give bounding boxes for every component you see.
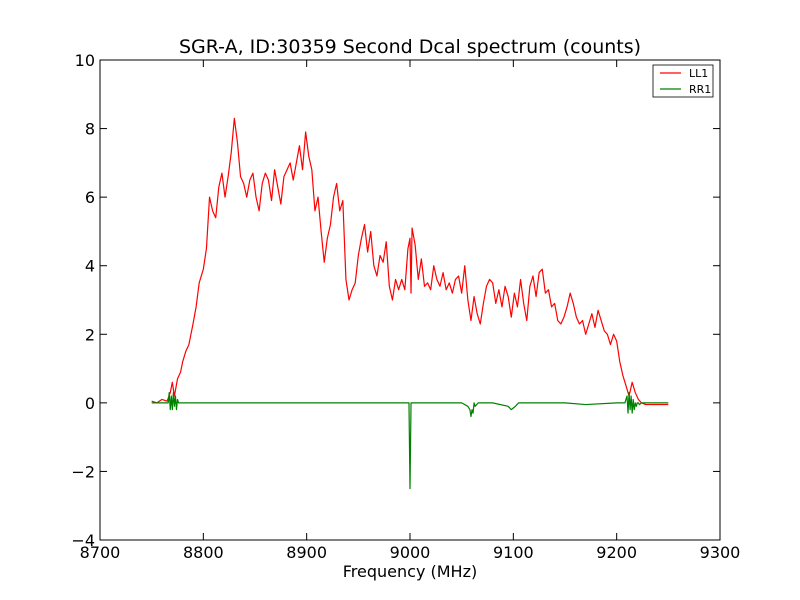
legend-label-ll1: LL1 [689,67,708,80]
y-tick-label: −4 [71,531,95,550]
x-tick-label: 9000 [390,543,431,562]
axis-ticks: 8700 8800 8900 9000 9100 9200 9300 −4 −2 0 2 4 6 8 10 [71,51,740,562]
x-tick-label: 9300 [700,543,741,562]
plot-area [151,117,669,490]
y-tick-label: 10 [75,51,95,70]
x-tick-label: 8800 [183,543,224,562]
legend-label-rr1: RR1 [689,83,711,96]
x-tick-label: 8700 [80,543,121,562]
legend-box [652,64,714,98]
y-tick-label: 8 [85,120,95,139]
legend: LL1 RR1 [652,64,714,98]
x-axis-label: Frequency (MHz) [343,562,477,581]
x-tick-label: 9200 [596,543,637,562]
y-tick-label: 0 [85,394,95,413]
chart-title: SGR-A, ID:30359 Second Dcal spectrum (co… [179,36,641,58]
x-tick-label: 8900 [286,543,327,562]
y-tick-label: 6 [85,188,95,207]
series-line-ll1 [151,117,669,406]
y-tick-label: −2 [71,462,95,481]
series-line-rr1 [151,391,669,490]
y-tick-label: 4 [85,257,95,276]
x-tick-label: 9100 [493,543,534,562]
y-tick-label: 2 [85,325,95,344]
